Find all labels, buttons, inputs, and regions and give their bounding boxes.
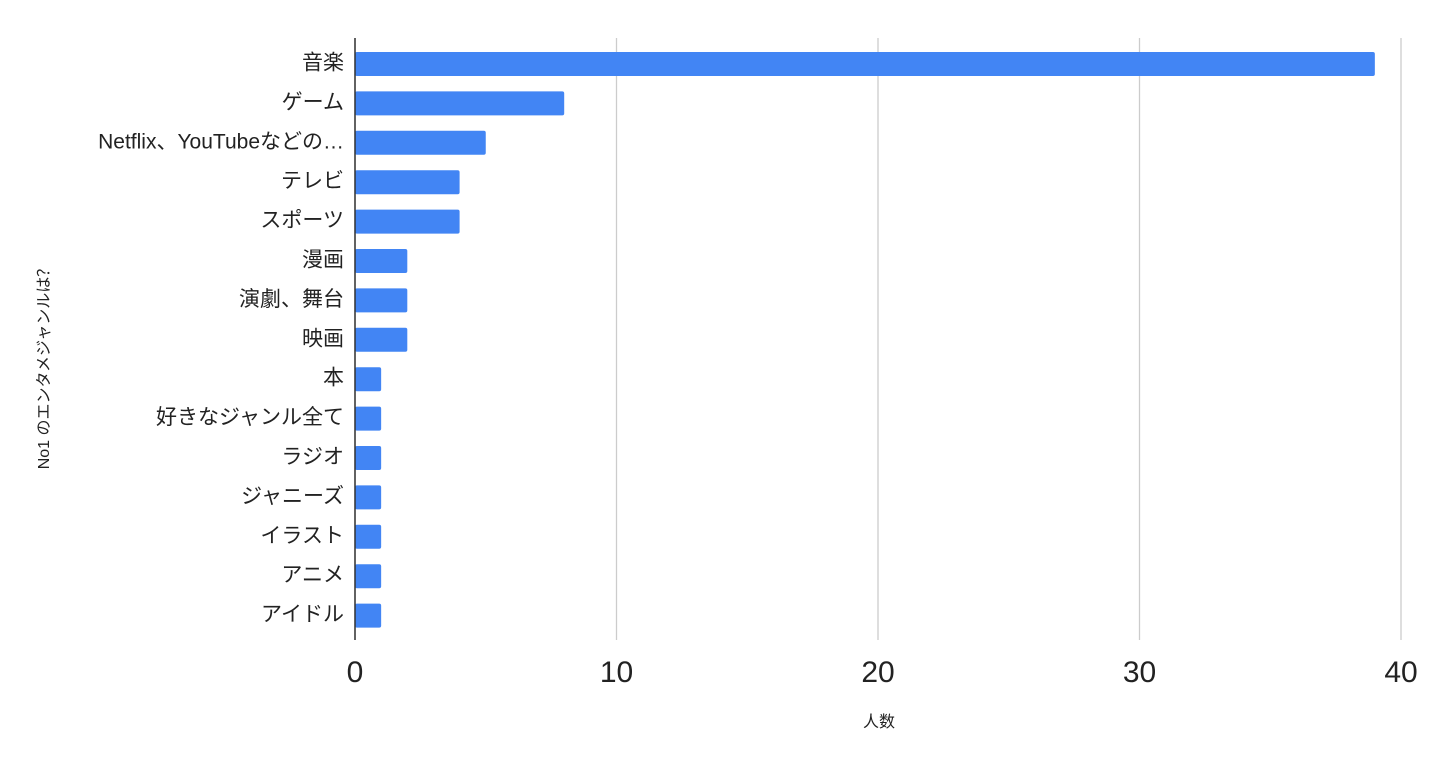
y-tick-label: 漫画 bbox=[302, 249, 344, 272]
y-tick-label: ラジオ bbox=[281, 446, 344, 469]
bar bbox=[355, 603, 382, 628]
y-tick-label: ゲーム bbox=[282, 91, 344, 114]
y-tick-label: スポーツ bbox=[260, 209, 344, 232]
y-tick-label: Netflix、YouTubeなどの… bbox=[98, 130, 344, 153]
y-tick-label: テレビ bbox=[281, 170, 344, 193]
bar bbox=[355, 130, 486, 155]
bar bbox=[355, 52, 1375, 76]
y-tick-label: 演劇、舞台 bbox=[239, 288, 344, 311]
y-tick-label: アイドル bbox=[261, 603, 344, 626]
x-tick-label: 30 bbox=[1123, 656, 1156, 689]
y-tick-label: 好きなジャンル全て bbox=[156, 406, 344, 429]
bar bbox=[355, 564, 382, 589]
y-axis-label: No1 のエンタメジャンルは？ bbox=[35, 261, 53, 470]
y-tick-label: イラスト bbox=[260, 524, 344, 547]
bar bbox=[355, 209, 460, 234]
y-tick-label: ジャニーズ bbox=[241, 485, 344, 508]
bar bbox=[355, 288, 408, 313]
bar bbox=[355, 91, 565, 116]
y-tick-label: アニメ bbox=[281, 564, 344, 587]
bar bbox=[355, 249, 408, 273]
bar bbox=[355, 406, 382, 431]
x-tick-label: 10 bbox=[600, 656, 633, 689]
bar bbox=[355, 485, 382, 510]
x-tick-label: 40 bbox=[1384, 656, 1417, 689]
x-tick-label: 20 bbox=[861, 656, 894, 689]
x-tick-label: 0 bbox=[347, 656, 364, 689]
y-tick-label: 音楽 bbox=[302, 52, 344, 75]
x-axis-label: 人数 bbox=[863, 713, 895, 731]
bar bbox=[355, 170, 460, 195]
bar bbox=[355, 524, 382, 549]
y-tick-label: 映画 bbox=[302, 327, 344, 350]
bar bbox=[355, 446, 382, 470]
y-tick-label: 本 bbox=[323, 367, 344, 390]
bar bbox=[355, 367, 382, 392]
bar bbox=[355, 327, 408, 352]
